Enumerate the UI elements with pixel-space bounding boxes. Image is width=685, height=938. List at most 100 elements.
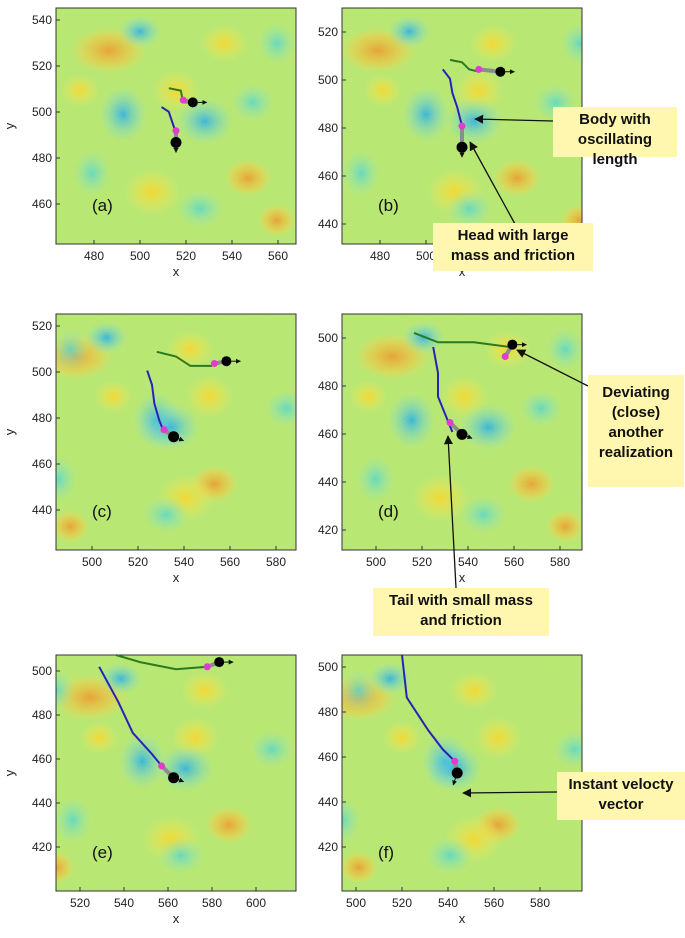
arrow-head [469,141,516,225]
green-head-marker [507,339,518,350]
callout-deviating-text: Deviating (close) another realization [598,384,674,461]
callout-tail-text: Tail with small mass and friction [389,592,533,629]
y-tick-label: 520 [318,25,338,39]
x-tick-label: 580 [266,555,286,569]
panel-label: (b) [378,196,399,215]
green-trajectory [115,654,208,671]
x-tick-label: 540 [174,555,194,569]
green-tail-marker [203,663,211,671]
y-tick-label: 440 [318,475,338,489]
y-axis-label: y [2,122,17,129]
blue-tail-marker [160,426,168,434]
x-tick-label: 580 [202,896,222,910]
callout-body: Body with oscillating length [553,107,677,168]
y-tick-label: 440 [318,795,338,809]
y-tick-label: 500 [32,664,52,678]
x-axis-label: x [173,570,180,585]
y-axis-label: y [2,428,17,435]
panel-e: (e) 520 540 560 580 600 500 480 460 440 420 x y [2,654,297,926]
x-axis-label: x [173,264,180,279]
green-head-marker [221,356,232,367]
y-tick-label: 460 [32,457,52,471]
y-tick-label: 480 [318,705,338,719]
callout-head: Head with large mass and friction [433,223,593,271]
heatmap-field [342,655,582,891]
x-tick-label: 540 [114,896,134,910]
panel-label: (a) [92,196,113,215]
panel-c: (c) 500 520 540 560 580 520 500 480 460 440 x y [2,313,297,585]
y-axis-label: y [2,769,17,776]
callout-velocity: Instant velocty vector [557,772,685,820]
y-tick-label: 500 [318,73,338,87]
y-tick-label: 500 [32,365,52,379]
y-tick-label: 500 [318,331,338,345]
x-tick-label: 500 [130,249,150,263]
blue-trajectory [401,654,456,762]
plot-frame [55,7,297,245]
x-tick-label: 560 [484,896,504,910]
arrow-tail [443,435,457,589]
y-tick-label: 500 [318,660,338,674]
y-tick-label: 460 [318,169,338,183]
x-axis-label: x [459,264,466,279]
panel-d: (d) 500 520 540 560 580 500 480 460 440 420 x [318,313,583,585]
green-trajectory [156,350,212,367]
y-tick-label: 520 [32,319,52,333]
velocity-vector [452,772,458,786]
y-tick-label: 460 [32,752,52,766]
x-axis-label: x [173,911,180,926]
callout-head-text: Head with large mass and friction [450,227,576,264]
panel-label: (d) [378,502,399,521]
plot-frame [55,654,297,892]
x-tick-label: 580 [530,896,550,910]
green-trajectory [413,331,511,348]
y-tick-label: 440 [32,796,52,810]
blue-tail-marker [158,762,166,770]
x-tick-label: 560 [504,555,524,569]
y-tick-label: 440 [318,217,338,231]
x-tick-label: 500 [346,896,366,910]
x-tick-label: 520 [176,249,196,263]
x-tick-label: 520 [392,896,412,910]
y-tick-label: 480 [318,121,338,135]
y-tick-label: 480 [318,379,338,393]
arrow-velocity [462,788,558,798]
blue-trajectory [98,666,163,767]
y-tick-label: 520 [32,59,52,73]
x-tick-label: 560 [220,555,240,569]
x-tick-label: 540 [438,896,458,910]
blue-tail-marker [446,419,454,427]
y-tick-label: 420 [318,840,338,854]
x-tick-label: 560 [268,249,288,263]
green-tail-marker [475,65,483,73]
x-axis-label: x [459,570,466,585]
callout-velocity-text: Instant velocty vector [568,776,674,813]
callout-tail: Tail with small mass and friction [373,588,549,636]
velocity-vector [461,433,473,440]
x-tick-label: 580 [550,555,570,569]
panel-label: (c) [92,502,112,521]
blue-tail-marker [172,127,180,135]
blue-trajectory [442,68,463,127]
x-tick-label: 520 [412,555,432,569]
x-tick-label: 600 [246,896,266,910]
velocity-vector [173,436,185,442]
y-tick-label: 480 [32,151,52,165]
green-head-marker [187,97,198,108]
y-tick-label: 500 [32,105,52,119]
blue-tail-marker [458,122,466,130]
x-tick-label: 500 [416,249,436,263]
plot-frame [341,313,583,551]
panel-f: (f) 500 520 540 560 580 500 480 460 440 420 x [318,654,583,926]
x-axis-label: x [459,911,466,926]
y-tick-label: 460 [32,197,52,211]
y-tick-label: 480 [32,411,52,425]
panel-a: (a) 480 500 520 540 560 540 520 500 480 460 x y [2,7,297,279]
green-tail-marker [210,360,218,368]
blue-trajectory [146,370,165,433]
callout-deviating: Deviating (close) another realization [588,375,684,487]
panel-label: (e) [92,843,113,862]
plot-frame [55,313,297,551]
green-tail-marker [179,96,187,104]
y-tick-label: 440 [32,503,52,517]
